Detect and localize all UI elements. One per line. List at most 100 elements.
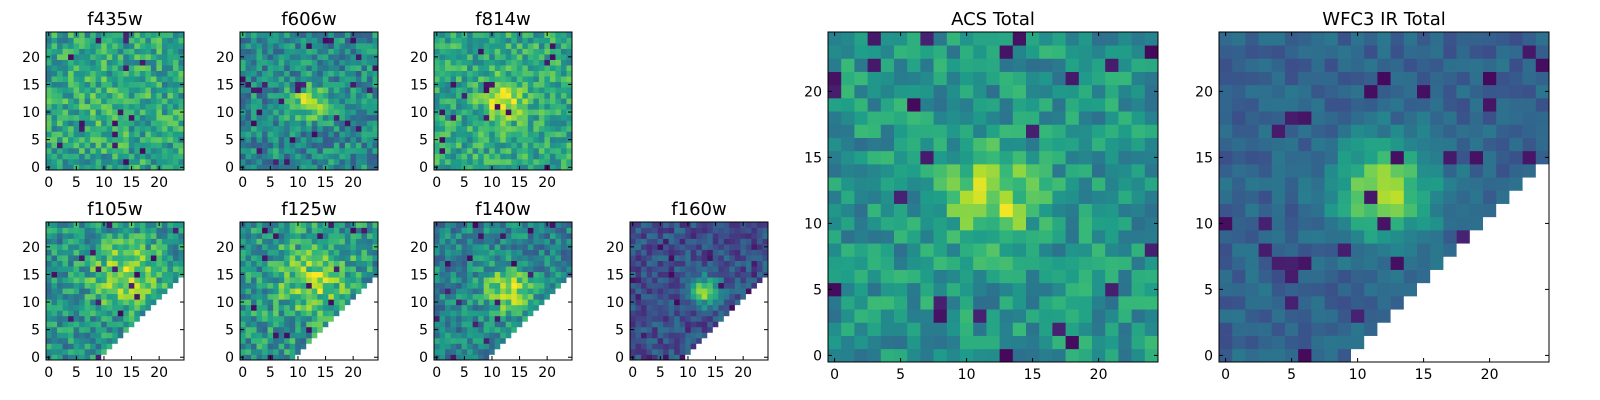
heatmap-cell [718,293,725,300]
heatmap-cell [1026,243,1040,257]
heatmap-cell [68,332,74,339]
heatmap-cell [549,343,556,350]
heatmap-cell [117,54,124,60]
heatmap-cell [751,332,758,339]
heatmap-cell [139,233,146,239]
heatmap-cell [516,238,523,245]
heatmap-cell [84,299,91,306]
heatmap-cell [690,249,697,256]
heatmap-cell [167,354,174,361]
heatmap-cell [685,271,692,278]
heatmap-cell [106,70,113,77]
heatmap-cell [123,153,130,160]
heatmap-cell [106,114,113,121]
heatmap-cell [251,98,257,105]
heatmap-cell [549,87,556,94]
x-tick-label: 20 [150,175,168,191]
heatmap-cell [245,98,252,105]
heatmap-cell [178,43,185,49]
heatmap-cell [328,92,335,99]
heatmap-cell [322,153,329,160]
heatmap-cell [267,92,274,99]
heatmap-cell [566,238,573,245]
heatmap-cell [538,131,545,138]
heatmap-cell [161,271,168,278]
heatmap-cell [134,103,141,110]
heatmap-cell [1118,203,1132,218]
heatmap-cell [68,164,74,171]
heatmap-cell [472,293,479,300]
heatmap-cell [240,48,246,55]
heatmap-cell [84,288,91,295]
heatmap-cell [333,310,340,317]
heatmap-cell [79,87,85,94]
heatmap-cell [635,260,642,267]
heatmap-cell [538,125,545,132]
heatmap-cell [278,87,285,94]
heatmap-cell [106,348,113,355]
heatmap-cell [828,164,842,178]
heatmap-cell [630,310,636,317]
heatmap-cell [306,332,313,339]
heatmap-cell [139,343,146,350]
heatmap-cell [128,332,135,339]
heatmap-cell [300,147,307,154]
heatmap-cell [696,271,703,278]
heatmap-cell [51,81,58,88]
heatmap-cell [483,153,490,160]
heatmap-cell [560,103,567,110]
heatmap-cell [167,109,174,116]
heatmap-cell [1039,230,1053,244]
heatmap-cell [516,249,523,256]
heatmap-cell [489,244,496,250]
heatmap-cell [450,266,457,273]
heatmap-cell [450,59,457,66]
heatmap-cell [284,136,291,143]
heatmap-cell [674,266,681,273]
heatmap-cell [90,310,97,317]
heatmap-cell [101,260,108,267]
heatmap-cell [1052,256,1066,270]
heatmap-cell [668,321,675,328]
heatmap-cell [344,238,351,245]
heatmap-cell [494,70,501,77]
heatmap-cell [289,125,296,132]
heatmap-cell [712,304,719,311]
heatmap-cell [112,288,119,295]
heatmap-cell [566,266,573,273]
heatmap-cell [128,293,135,300]
heatmap-cell [46,59,52,66]
heatmap-cell [723,288,730,295]
axes-frame [433,221,573,361]
heatmap-cell [284,348,291,355]
heatmap-cell [366,249,373,256]
heatmap-cell [657,343,664,350]
heatmap-cell [167,43,174,49]
heatmap-cell [560,255,567,261]
heatmap-cell [544,37,551,44]
heatmap-cell [156,92,163,99]
heatmap-cell [278,59,285,66]
heatmap-cell [273,321,279,328]
heatmap-cell [123,48,130,55]
x-tick-label: 5 [460,175,469,191]
heatmap-cell [317,103,324,110]
heatmap-cell [472,131,479,138]
heatmap-cell [262,32,268,38]
heatmap-cell [478,337,485,344]
heatmap-cell [51,48,58,55]
heatmap-cell [84,233,91,239]
heatmap-cell [734,321,741,328]
heatmap-cell [434,114,440,121]
heatmap-cell [445,343,451,350]
heatmap-cell [668,238,675,245]
heatmap-cell [167,315,174,322]
heatmap-cell [751,233,758,239]
heatmap-cell [256,337,263,344]
heatmap-cell [707,238,714,245]
heatmap-cell [544,98,551,105]
heatmap-cell [467,233,473,239]
heatmap-cell [867,335,882,350]
heatmap-cell [344,271,351,278]
heatmap-cell [62,59,69,66]
